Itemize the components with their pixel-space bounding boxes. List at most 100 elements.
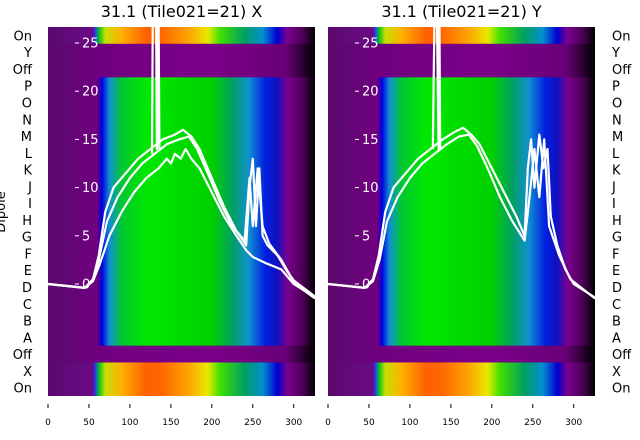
ytick-label: 5 bbox=[82, 229, 90, 244]
row-label: M bbox=[21, 130, 32, 145]
heatmap-row-X bbox=[48, 362, 315, 380]
heatmap-row-On bbox=[48, 27, 315, 45]
heatmap-row-C bbox=[328, 295, 595, 313]
row-label: A bbox=[23, 331, 32, 346]
row-label: H bbox=[22, 214, 32, 229]
spectrum-line-s1 bbox=[48, 128, 315, 300]
row-label: Off bbox=[13, 63, 33, 78]
spectrum-line-s3 bbox=[48, 147, 315, 299]
heatmap-row-L bbox=[48, 144, 315, 162]
ytick-label: 20 bbox=[82, 85, 99, 100]
xtick-label: 100 bbox=[401, 418, 418, 428]
xtick-label: 50 bbox=[83, 418, 95, 428]
ytick-label: 25 bbox=[362, 37, 379, 52]
heatmap-row-F bbox=[48, 245, 315, 263]
ytick-label: 10 bbox=[362, 181, 379, 196]
xtick-label: 150 bbox=[162, 418, 179, 428]
heatmap-row-D bbox=[48, 278, 315, 296]
row-label: G bbox=[22, 231, 32, 246]
heatmap-row-On bbox=[328, 27, 595, 45]
heatmap-row-Y bbox=[328, 43, 595, 62]
heatmap-row-I bbox=[48, 194, 315, 212]
row-label: On bbox=[14, 29, 32, 44]
heatmap-row-M bbox=[48, 127, 315, 145]
row-label: On bbox=[612, 29, 630, 44]
heatmap-row-P bbox=[328, 77, 595, 95]
heatmap-row-On bbox=[328, 379, 595, 396]
xtick-label: 300 bbox=[285, 418, 302, 428]
row-label: D bbox=[22, 281, 32, 296]
heatmap-row-Off bbox=[48, 60, 315, 78]
row-label: I bbox=[28, 197, 32, 212]
row-label: Y bbox=[611, 46, 620, 61]
row-label: X bbox=[23, 365, 32, 380]
heatmap-row-G bbox=[48, 228, 315, 246]
heatmap-row-Y bbox=[48, 43, 315, 62]
heatmap-row-E bbox=[328, 261, 595, 280]
row-label: I bbox=[612, 197, 616, 212]
row-label: C bbox=[612, 298, 621, 313]
row-label: B bbox=[612, 315, 621, 330]
spectrum-line-spike bbox=[150, 27, 161, 154]
row-label: O bbox=[22, 96, 32, 111]
heatmap-row-J bbox=[328, 177, 595, 196]
xtick-label: 100 bbox=[121, 418, 138, 428]
row-label: D bbox=[612, 281, 622, 296]
row-label: J bbox=[27, 180, 32, 195]
row-label: On bbox=[612, 382, 630, 397]
heatmap-row-G bbox=[328, 228, 595, 246]
row-label: On bbox=[14, 382, 32, 397]
xtick-label: 250 bbox=[244, 418, 261, 428]
xtick-label: 0 bbox=[325, 418, 331, 428]
row-label: F bbox=[612, 247, 619, 262]
heatmap-row-N bbox=[328, 110, 595, 129]
row-label: P bbox=[612, 80, 620, 95]
panel-title: 31.1 (Tile021=21) X bbox=[101, 2, 263, 21]
heatmap-row-H bbox=[48, 211, 315, 229]
row-label: A bbox=[612, 331, 621, 346]
row-label: Off bbox=[13, 348, 33, 363]
heatmap-row-Off bbox=[328, 345, 595, 363]
row-label: Y bbox=[23, 46, 32, 61]
xtick-label: 300 bbox=[565, 418, 582, 428]
ytick-label: 10 bbox=[82, 181, 99, 196]
heatmap-row-Off bbox=[328, 60, 595, 78]
row-label: E bbox=[24, 264, 32, 279]
heatmap-row-B bbox=[48, 312, 315, 330]
heatmap-row-K bbox=[328, 161, 595, 179]
row-label: J bbox=[611, 180, 616, 195]
heatmap-row-O bbox=[48, 94, 315, 112]
ylabel: Dipole bbox=[0, 191, 9, 232]
row-label: K bbox=[612, 164, 621, 179]
heatmap-row-X bbox=[328, 362, 595, 380]
row-label: H bbox=[612, 214, 622, 229]
row-label: O bbox=[612, 96, 622, 111]
row-label: F bbox=[25, 247, 32, 262]
row-label: X bbox=[612, 365, 621, 380]
heatmap-row-C bbox=[48, 295, 315, 313]
heatmap-row-K bbox=[48, 161, 315, 179]
row-label: L bbox=[25, 147, 33, 162]
heatmap-row-H bbox=[328, 211, 595, 229]
ytick-label: 25 bbox=[82, 37, 99, 52]
heatmap-row-A bbox=[48, 328, 315, 347]
xtick-label: 200 bbox=[203, 418, 220, 428]
heatmap-row-E bbox=[48, 261, 315, 280]
row-label: K bbox=[23, 164, 32, 179]
heatmap-row-B bbox=[328, 312, 595, 330]
row-label: B bbox=[23, 315, 32, 330]
heatmap-row-On bbox=[48, 379, 315, 396]
heatmap-row-O bbox=[328, 94, 595, 112]
row-label: N bbox=[22, 113, 32, 128]
spectrum-line-s2 bbox=[328, 133, 595, 300]
row-label: L bbox=[612, 147, 620, 162]
xtick-label: 200 bbox=[483, 418, 500, 428]
ytick-label: 5 bbox=[362, 229, 370, 244]
heatmap-row-F bbox=[328, 245, 595, 263]
ytick-label: 15 bbox=[362, 133, 379, 148]
row-label: N bbox=[612, 113, 622, 128]
heatmap-row-Off bbox=[48, 345, 315, 363]
row-label: C bbox=[23, 298, 32, 313]
